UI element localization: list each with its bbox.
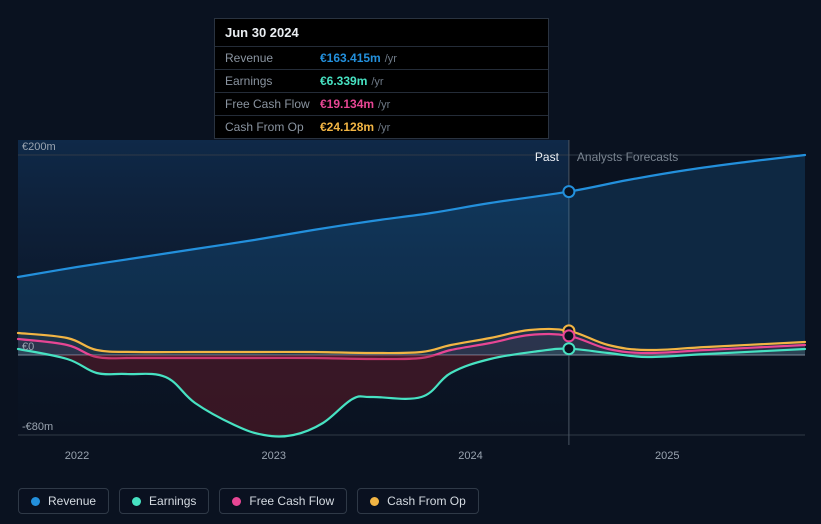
- tooltip-label: Revenue: [225, 51, 320, 65]
- tooltip-date: Jun 30 2024: [215, 19, 548, 46]
- legend-label: Cash From Op: [387, 494, 466, 508]
- tooltip-unit: /yr: [378, 99, 390, 111]
- tooltip-label: Earnings: [225, 74, 320, 88]
- legend-dot-icon: [370, 497, 379, 506]
- x-tick-label: 2025: [655, 450, 679, 462]
- tooltip-row-cfo: Cash From Op€24.128m/yr: [215, 115, 548, 138]
- tooltip-row-earnings: Earnings€6.339m/yr: [215, 69, 548, 92]
- section-label-past: Past: [535, 150, 559, 164]
- legend-dot-icon: [132, 497, 141, 506]
- tooltip-value: €19.134m: [320, 97, 374, 111]
- tooltip-value: €6.339m: [320, 74, 367, 88]
- legend-item-revenue[interactable]: Revenue: [18, 488, 109, 514]
- x-tick-label: 2022: [65, 450, 89, 462]
- legend-item-fcf[interactable]: Free Cash Flow: [219, 488, 347, 514]
- legend-dot-icon: [31, 497, 40, 506]
- tooltip-label: Cash From Op: [225, 120, 320, 134]
- legend-label: Earnings: [149, 494, 196, 508]
- x-tick-label: 2023: [262, 450, 286, 462]
- marker-dot-earnings: [563, 343, 574, 354]
- chart-tooltip: Jun 30 2024 Revenue€163.415m/yrEarnings€…: [214, 18, 549, 139]
- tooltip-row-fcf: Free Cash Flow€19.134m/yr: [215, 92, 548, 115]
- legend-label: Revenue: [48, 494, 96, 508]
- chart-legend: Revenue Earnings Free Cash Flow Cash From O…: [18, 488, 479, 514]
- marker-dot-fcf: [563, 330, 574, 341]
- y-tick-label: -€80m: [22, 421, 53, 433]
- tooltip-row-revenue: Revenue€163.415m/yr: [215, 46, 548, 69]
- tooltip-unit: /yr: [385, 53, 397, 65]
- section-label-forecast: Analysts Forecasts: [577, 150, 678, 164]
- tooltip-unit: /yr: [378, 122, 390, 134]
- legend-item-cfo[interactable]: Cash From Op: [357, 488, 479, 514]
- legend-dot-icon: [232, 497, 241, 506]
- x-tick-label: 2024: [458, 450, 482, 462]
- tooltip-value: €24.128m: [320, 120, 374, 134]
- tooltip-value: €163.415m: [320, 51, 381, 65]
- tooltip-unit: /yr: [371, 76, 383, 88]
- tooltip-label: Free Cash Flow: [225, 97, 320, 111]
- legend-label: Free Cash Flow: [249, 494, 334, 508]
- y-tick-label: €200m: [22, 141, 56, 153]
- legend-item-earnings[interactable]: Earnings: [119, 488, 209, 514]
- marker-dot-revenue: [563, 186, 574, 197]
- y-tick-label: €0: [22, 341, 34, 353]
